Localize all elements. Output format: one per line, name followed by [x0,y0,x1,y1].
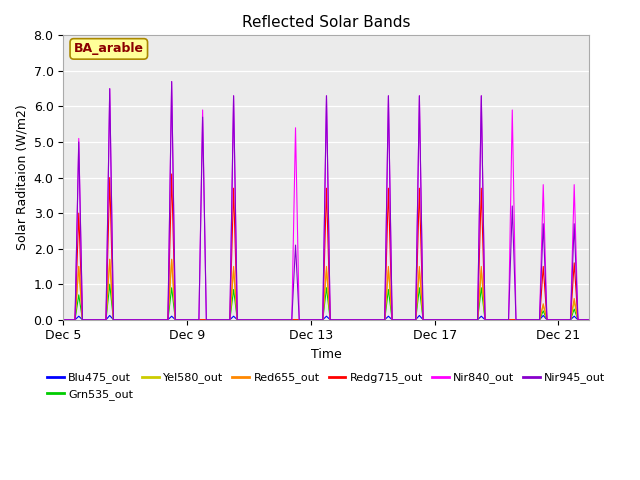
Redg715_out [357,317,365,323]
Redg715_out [156,317,164,323]
Nir840_out [305,317,313,323]
Yel580_out [357,317,365,323]
Red655_out [157,317,164,323]
Yel580_out [60,317,67,323]
Red655_out [357,317,365,323]
Nir840_out [147,317,155,323]
Grn535_out [157,317,164,323]
Grn535_out [305,317,313,323]
Blu475_out [586,317,593,323]
Nir840_out [586,317,593,323]
Red655_out [334,317,342,323]
Redg715_out [60,317,67,323]
Blu475_out [60,317,67,323]
Redg715_out [147,317,155,323]
Yel580_out [305,317,313,323]
X-axis label: Time: Time [311,348,342,361]
Red655_out [481,308,488,314]
Grn535_out [586,317,593,323]
Yel580_out [147,317,155,323]
Yel580_out [106,256,113,262]
Blu475_out [147,317,155,323]
Red655_out [586,317,593,323]
Grn535_out [106,281,113,287]
Nir945_out [357,317,365,323]
Title: Reflected Solar Bands: Reflected Solar Bands [242,15,411,30]
Yel580_out [334,317,342,323]
Nir945_out [156,317,164,323]
Line: Redg715_out: Redg715_out [63,174,589,320]
Blu475_out [305,317,313,323]
Red655_out [106,256,113,262]
Nir945_out [586,317,593,323]
Yel580_out [157,317,164,323]
Line: Nir840_out: Nir840_out [63,82,589,320]
Nir945_out [168,79,175,84]
Grn535_out [334,317,342,323]
Nir840_out [334,317,342,323]
Redg715_out [481,295,488,300]
Line: Yel580_out: Yel580_out [63,259,589,320]
Grn535_out [357,317,365,323]
Yel580_out [586,317,593,323]
Nir840_out [357,317,365,323]
Line: Blu475_out: Blu475_out [63,315,589,320]
Line: Grn535_out: Grn535_out [63,284,589,320]
Line: Nir945_out: Nir945_out [63,82,589,320]
Text: BA_arable: BA_arable [74,42,144,55]
Blu475_out [334,317,342,323]
Nir840_out [156,317,164,323]
Blu475_out [357,317,365,323]
Nir945_out [334,317,342,323]
Blu475_out [106,312,113,318]
Y-axis label: Solar Raditaion (W/m2): Solar Raditaion (W/m2) [15,105,28,251]
Redg715_out [305,317,313,323]
Nir945_out [305,317,313,323]
Redg715_out [334,317,342,323]
Blu475_out [481,316,488,322]
Nir945_out [147,317,155,323]
Red655_out [305,317,313,323]
Yel580_out [481,309,488,314]
Line: Red655_out: Red655_out [63,259,589,320]
Nir945_out [481,279,488,285]
Blu475_out [157,317,164,323]
Nir840_out [481,279,488,285]
Redg715_out [168,171,175,177]
Nir840_out [168,79,175,84]
Grn535_out [147,317,155,323]
Nir840_out [60,317,67,323]
Red655_out [147,317,155,323]
Red655_out [60,317,67,323]
Grn535_out [481,312,488,317]
Nir945_out [60,317,67,323]
Redg715_out [586,317,593,323]
Legend: Blu475_out, Grn535_out, Yel580_out, Red655_out, Redg715_out, Nir840_out, Nir945_: Blu475_out, Grn535_out, Yel580_out, Red6… [43,368,610,404]
Grn535_out [60,317,67,323]
